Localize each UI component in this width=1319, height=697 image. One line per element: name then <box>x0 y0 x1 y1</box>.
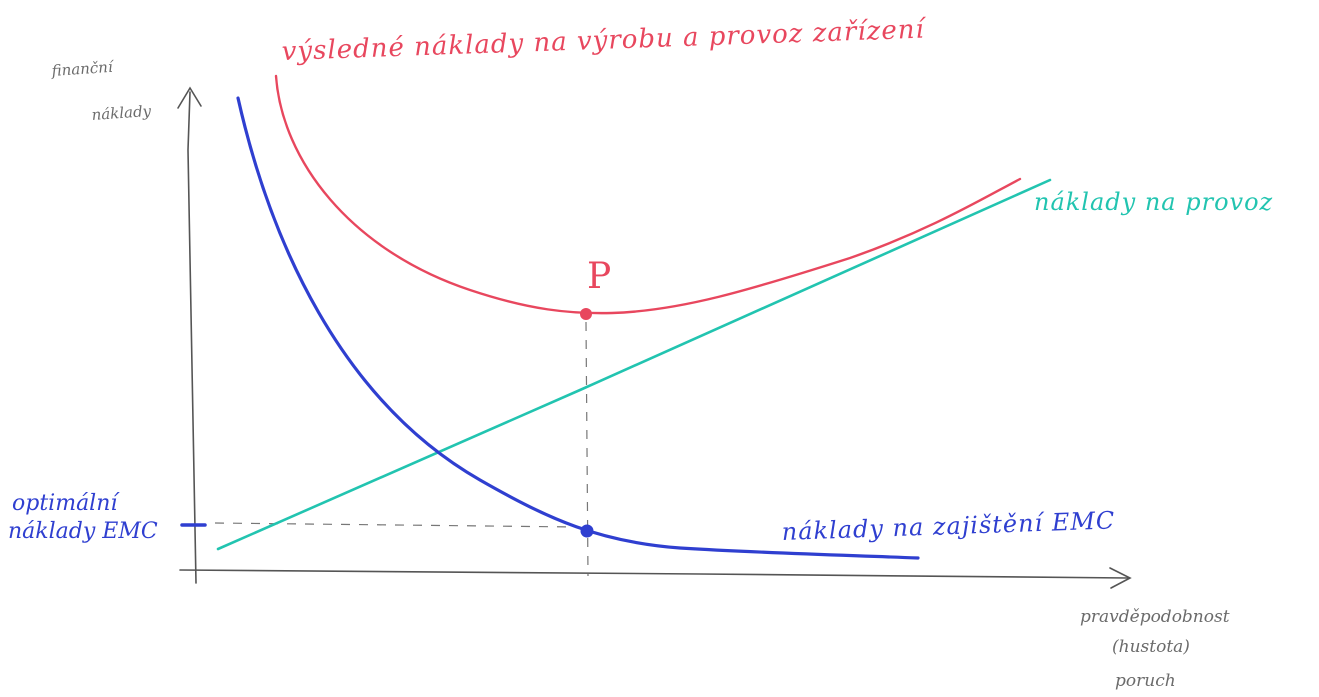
operation-cost-line <box>216 178 1052 551</box>
x-axis-arrowhead <box>1109 567 1132 589</box>
emc-cost-curve <box>236 96 920 560</box>
total-cost-label: výsledné náklady na výrobu a provoz zaří… <box>281 14 928 67</box>
y-axis <box>187 91 197 584</box>
optimal-cost-label-line2: náklady EMC <box>8 519 158 544</box>
optimal-cost-label-line1: optimální <box>12 491 120 516</box>
y-axis-label-line2: náklady <box>91 102 152 124</box>
x-axis-label-line2: (hustota) <box>1112 637 1190 657</box>
emc-optimum-point <box>580 524 594 538</box>
y-axis-label-line1: finanční <box>50 58 115 80</box>
point-p-label: P <box>587 256 611 297</box>
optimum-point-p <box>580 308 592 320</box>
emc-cost-label: náklady na zajištění EMC <box>781 506 1115 546</box>
x-axis-label-line1: pravděpodobnost <box>1080 607 1230 627</box>
x-axis-label-line3: poruch <box>1115 671 1176 691</box>
x-axis <box>179 569 1129 579</box>
operation-cost-label: náklady na provoz <box>1034 188 1273 216</box>
guide-lines <box>214 321 589 577</box>
total-cost-curve <box>274 74 1022 315</box>
vertical-guide <box>585 321 589 577</box>
axes <box>177 86 1132 589</box>
y-axis-arrowhead <box>177 86 202 109</box>
